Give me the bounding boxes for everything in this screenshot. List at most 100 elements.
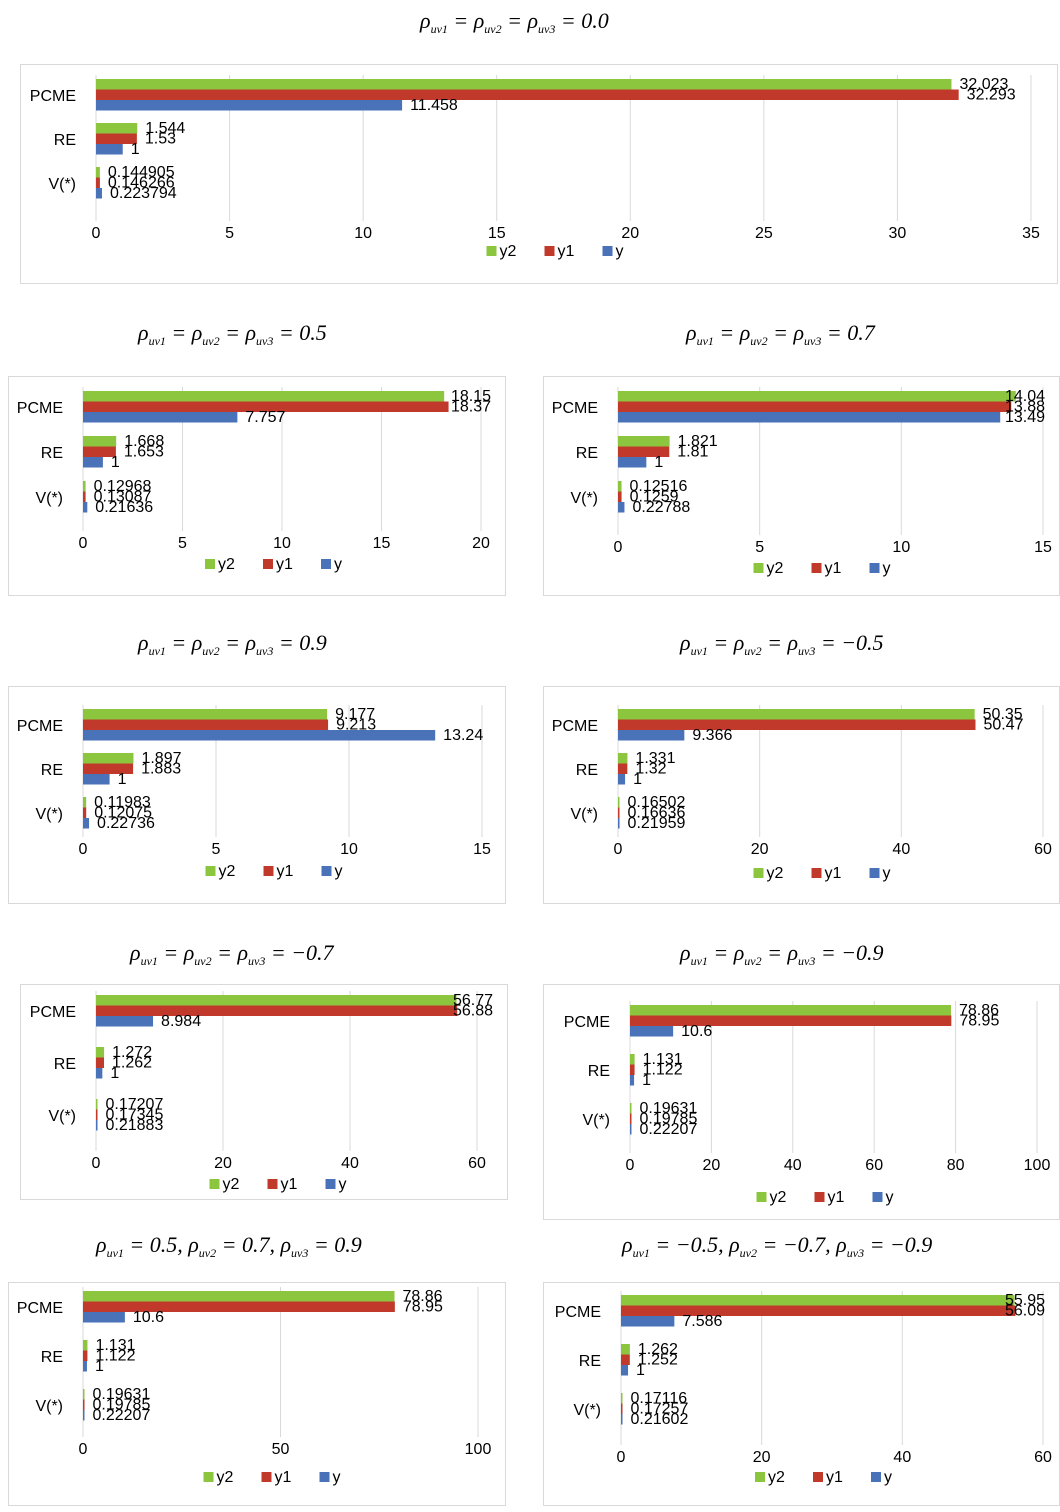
- bar-y2: [621, 1344, 630, 1355]
- bar-y1: [96, 1057, 105, 1068]
- data-label: 13.24: [443, 727, 483, 744]
- data-label: 78.95: [959, 1013, 999, 1030]
- data-label: 9.177: [335, 706, 375, 723]
- bar-y2: [83, 753, 134, 764]
- bar-y2: [83, 797, 87, 808]
- data-label: 56.88: [453, 1003, 493, 1020]
- data-label: 1.897: [141, 750, 181, 767]
- x-tick-label: 5: [755, 539, 764, 556]
- chart-panel: 0 20 40 60 80 100 PCME 78.86 78.95 10.6 RE 1.131 1.1…: [543, 984, 1060, 1220]
- bar-y2: [621, 1295, 1015, 1306]
- category-label: RE: [576, 445, 598, 462]
- category-label: RE: [41, 1349, 63, 1366]
- data-label: 0.16502: [628, 794, 686, 811]
- data-label: 78.86: [959, 1002, 999, 1019]
- legend-swatch-y: [325, 1179, 336, 1189]
- x-tick-label: 50: [272, 1441, 290, 1458]
- data-label: 50.47: [983, 717, 1023, 734]
- data-label: 0.12968: [94, 478, 152, 495]
- data-label: 18.15: [451, 388, 491, 405]
- chart-panel: 0 20 40 60 PCME 50.35 50.47 9.366 RE 1.331 1.32 1 V(…: [543, 686, 1060, 904]
- data-label: 1.821: [678, 433, 718, 450]
- data-label: 0.22788: [632, 499, 690, 516]
- category-label: RE: [41, 762, 63, 779]
- data-label: 1.131: [95, 1337, 135, 1354]
- x-tick-label: 10: [892, 539, 910, 556]
- x-tick-label: 100: [465, 1441, 492, 1458]
- data-label: 0.21636: [95, 499, 153, 516]
- data-label: 9.366: [692, 727, 732, 744]
- data-label: 7.586: [682, 1313, 722, 1330]
- bar-y: [96, 1068, 103, 1079]
- bar-y1: [83, 491, 86, 502]
- data-label: 50.35: [983, 706, 1023, 723]
- bar-y: [621, 1365, 629, 1376]
- data-label: 7.757: [245, 409, 285, 426]
- chart-caption: ρuv1 = 0.5, ρuv2 = 0.7, ρuv3 = 0.9: [96, 1232, 362, 1260]
- bar-y2: [83, 1291, 395, 1302]
- category-label: V(*): [570, 490, 598, 507]
- x-tick-label: 20: [214, 1155, 232, 1172]
- chart-panel: 0 5 10 15 PCME 9.177 9.213 13.24 RE 1.897 1.883 1 V(…: [8, 686, 506, 904]
- legend-label-y1: y1: [825, 865, 842, 882]
- x-tick-label: 15: [1034, 539, 1052, 556]
- legend-label-y: y: [616, 243, 624, 260]
- chart-caption: ρuv1 = ρuv2 = ρuv3 = 0.9: [138, 630, 327, 658]
- bar-y1: [618, 719, 976, 730]
- bar-y: [83, 1410, 85, 1421]
- bar-y: [96, 1120, 98, 1131]
- bar-y2: [96, 1047, 105, 1058]
- legend-label-y2: y2: [770, 1189, 787, 1206]
- data-label: 1.262: [638, 1341, 678, 1358]
- bar-y: [630, 1026, 674, 1037]
- x-tick-label: 5: [178, 535, 187, 552]
- legend-swatch-y2: [753, 563, 764, 573]
- bar-y2: [83, 436, 117, 447]
- x-tick-label: 0: [79, 1441, 88, 1458]
- bar-y1: [96, 177, 100, 188]
- x-tick-label: 60: [1034, 841, 1052, 858]
- legend-label-y1: y1: [825, 560, 842, 577]
- bar-y1: [630, 1015, 952, 1026]
- bar-y2: [618, 709, 975, 720]
- legend-swatch-y1: [814, 1192, 825, 1202]
- x-tick-label: 5: [212, 841, 221, 858]
- legend-swatch-y1: [263, 559, 273, 569]
- x-tick-label: 20: [703, 1157, 721, 1174]
- data-label: 0.19785: [640, 1111, 698, 1128]
- bar-y: [83, 412, 238, 423]
- data-label: 55.95: [1005, 1292, 1045, 1309]
- data-label: 1.32: [635, 761, 666, 778]
- bar-y: [96, 188, 102, 199]
- x-tick-label: 0: [614, 841, 623, 858]
- legend-swatch-y1: [263, 866, 274, 876]
- data-label: 1: [111, 454, 120, 471]
- bar-y1: [83, 446, 116, 457]
- bar-y1: [83, 1399, 85, 1410]
- bar-y1: [630, 1064, 635, 1075]
- bar-y1: [618, 763, 628, 774]
- bar-y: [618, 457, 647, 468]
- x-tick-label: 60: [865, 1157, 883, 1174]
- bar-y: [630, 1075, 635, 1086]
- bar-y1: [630, 1113, 632, 1124]
- x-tick-label: 15: [373, 535, 391, 552]
- chart-caption: ρuv1 = −0.5, ρuv2 = −0.7, ρuv3 = −0.9: [622, 1232, 933, 1260]
- data-label: 1.122: [643, 1062, 683, 1079]
- bar-y2: [96, 167, 100, 178]
- data-label: 1: [118, 771, 127, 788]
- data-label: 1: [633, 771, 642, 788]
- data-label: 0.22736: [97, 815, 155, 832]
- bar-y: [83, 457, 103, 468]
- bar-y1: [83, 719, 329, 730]
- data-label: 1: [95, 1358, 104, 1375]
- data-label: 1: [654, 454, 663, 471]
- bar-y: [96, 100, 403, 111]
- category-label: PCME: [552, 718, 598, 735]
- x-tick-label: 0: [614, 539, 623, 556]
- legend-swatch-y2: [756, 1192, 767, 1202]
- data-label: 1: [110, 1065, 119, 1082]
